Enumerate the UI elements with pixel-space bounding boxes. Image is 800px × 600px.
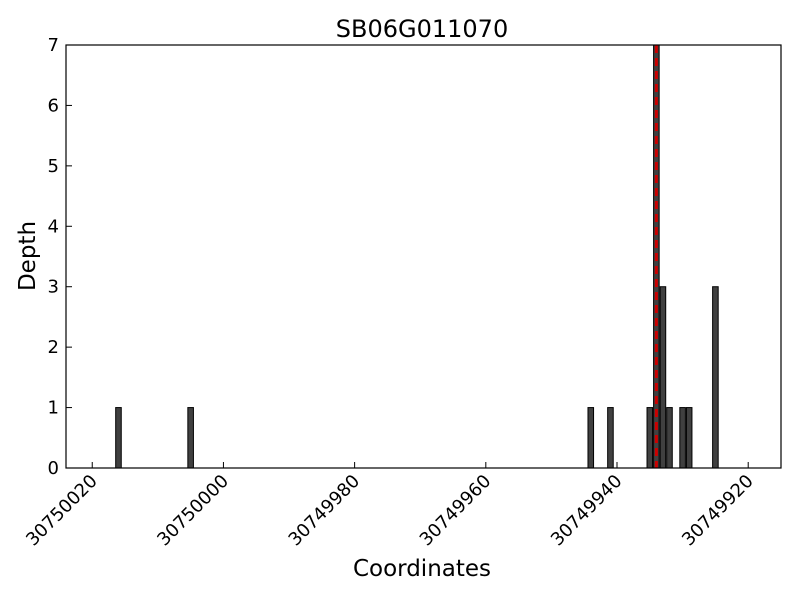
bar-7 [666,407,673,469]
x-tick-label-3: 30749960 [416,471,496,551]
bar-1 [187,407,194,469]
bar-4 [646,407,654,469]
bar-0 [115,407,122,469]
plot-frame [65,44,782,469]
bar-9 [685,407,693,469]
x-tick-label-1: 30750000 [153,471,233,551]
y-axis-ticks: 0 1 2 3 4 5 6 7 [48,35,72,479]
x-axis-ticks: 30750020 30750000 30749980 30749960 30749940… [22,462,758,550]
y-axis-label: Depth [15,221,41,291]
bar-8 [679,407,686,469]
y-tick-label-5: 5 [48,156,59,177]
x-tick-label-2: 30749980 [285,471,365,551]
y-tick-label-6: 6 [48,95,59,116]
y-tick-label-4: 4 [48,216,59,237]
plot-area: 30750020 30750000 30749980 30749960 30749940… [22,35,782,550]
bar-2 [587,407,595,469]
bars-group [115,44,719,469]
y-tick-label-3: 3 [48,277,59,298]
y-tick-label-0: 0 [48,458,59,479]
x-axis-label: Coordinates [353,556,491,582]
y-tick-label-2: 2 [48,337,59,358]
x-tick-label-5: 30749920 [678,471,758,551]
x-tick-label-0: 30750020 [22,471,102,551]
bar-6 [659,286,667,469]
chart-title: SB06G011070 [336,15,508,43]
bar-10 [712,286,719,469]
y-tick-label-1: 1 [48,398,59,419]
x-tick-label-4: 30749940 [547,471,627,551]
bar-3 [607,407,614,469]
y-tick-label-7: 7 [48,35,59,56]
